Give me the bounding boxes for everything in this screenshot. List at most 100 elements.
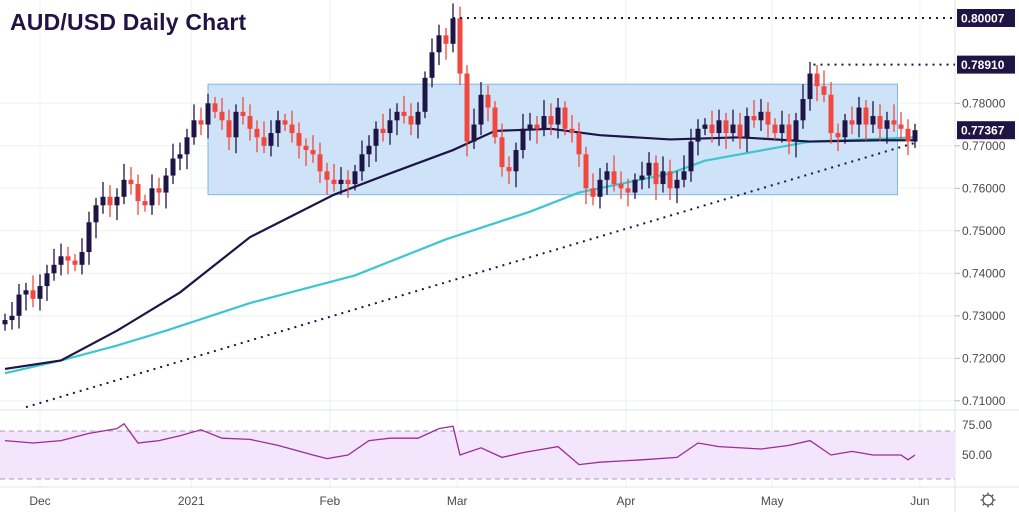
candle-body <box>751 116 757 121</box>
settings-gear-icon[interactable] <box>980 492 996 508</box>
candle-body <box>653 162 659 185</box>
candle <box>205 93 211 139</box>
candle-body <box>212 103 218 112</box>
ma-100-line <box>4 136 916 375</box>
candle-body <box>37 286 43 299</box>
candle <box>422 71 428 119</box>
candle-body <box>807 73 813 100</box>
candle-body <box>114 196 120 206</box>
candle <box>135 174 141 215</box>
candle-body <box>737 124 743 138</box>
candle <box>842 113 848 144</box>
candle <box>177 142 183 171</box>
candle-body <box>100 196 106 206</box>
candle-body <box>387 120 393 134</box>
candle-body <box>16 294 22 316</box>
candle <box>352 164 358 191</box>
candle <box>576 122 582 168</box>
candle <box>331 163 337 192</box>
candle <box>16 283 22 329</box>
candle <box>870 101 876 134</box>
candle <box>359 140 365 181</box>
candle <box>786 113 792 155</box>
candle-body <box>156 188 162 193</box>
candle-body <box>23 290 29 295</box>
candle-body <box>499 137 505 168</box>
candle <box>268 120 274 157</box>
candle <box>506 156 512 185</box>
candle-body <box>380 128 386 134</box>
candle <box>541 100 547 137</box>
chart-title: AUD/USD Daily Chart <box>10 9 247 35</box>
candle <box>807 61 813 111</box>
candle-body <box>135 184 141 202</box>
candle <box>744 107 750 153</box>
candle <box>226 109 232 151</box>
candle-body <box>583 154 589 189</box>
price-tag-box <box>957 121 1015 140</box>
candle <box>142 194 148 212</box>
candle <box>625 178 631 207</box>
x-tick-label: Feb <box>319 494 340 508</box>
candle <box>730 109 736 142</box>
candle <box>289 110 295 143</box>
rsi-tick-label: 50.00 <box>962 448 992 462</box>
candle <box>275 110 281 147</box>
candle <box>597 168 603 209</box>
candle <box>716 109 722 146</box>
candle <box>492 101 498 144</box>
candle <box>520 113 526 159</box>
candle-body <box>835 133 841 138</box>
candle <box>324 162 330 195</box>
candle-body <box>429 52 435 78</box>
candle <box>639 161 645 190</box>
candle-body <box>366 145 372 155</box>
candle <box>863 100 869 141</box>
candle-body <box>436 35 442 53</box>
candle-body <box>44 273 50 287</box>
candle <box>709 110 715 143</box>
candle <box>310 135 316 163</box>
candle-body <box>401 111 407 117</box>
candle-body <box>905 128 911 142</box>
candle-body <box>744 116 750 138</box>
candle <box>457 6 463 86</box>
candle-body <box>604 171 610 180</box>
candle <box>611 155 617 192</box>
candle <box>373 121 379 162</box>
candle <box>303 138 309 166</box>
candle <box>632 173 638 199</box>
candle <box>58 243 64 276</box>
candle-body <box>422 77 428 112</box>
candle <box>163 168 169 209</box>
candle <box>191 104 197 145</box>
candle <box>408 103 414 136</box>
candle-body <box>107 196 113 206</box>
candle-body <box>303 145 309 151</box>
candle-body <box>597 179 603 197</box>
y-tick-label: 0.74000 <box>962 266 1006 280</box>
candle-body <box>219 111 225 121</box>
rsi-line <box>4 422 916 466</box>
candle <box>667 159 673 200</box>
gear-tooth <box>982 503 985 506</box>
candle <box>814 65 820 102</box>
candle <box>821 70 827 103</box>
candle <box>240 96 246 125</box>
candle <box>219 97 225 130</box>
candle-body <box>709 124 715 134</box>
candle-body <box>618 184 624 189</box>
candle <box>317 142 323 183</box>
candle <box>681 155 687 188</box>
candle-body <box>730 124 736 134</box>
candle-body <box>464 73 470 142</box>
x-tick-label: Apr <box>617 494 636 508</box>
candle <box>261 121 267 154</box>
candle-body <box>226 120 232 138</box>
candle <box>828 82 834 144</box>
candle <box>800 84 806 129</box>
candle <box>65 246 71 275</box>
candle <box>793 112 799 158</box>
candle <box>247 104 253 141</box>
candle-body <box>793 120 799 142</box>
